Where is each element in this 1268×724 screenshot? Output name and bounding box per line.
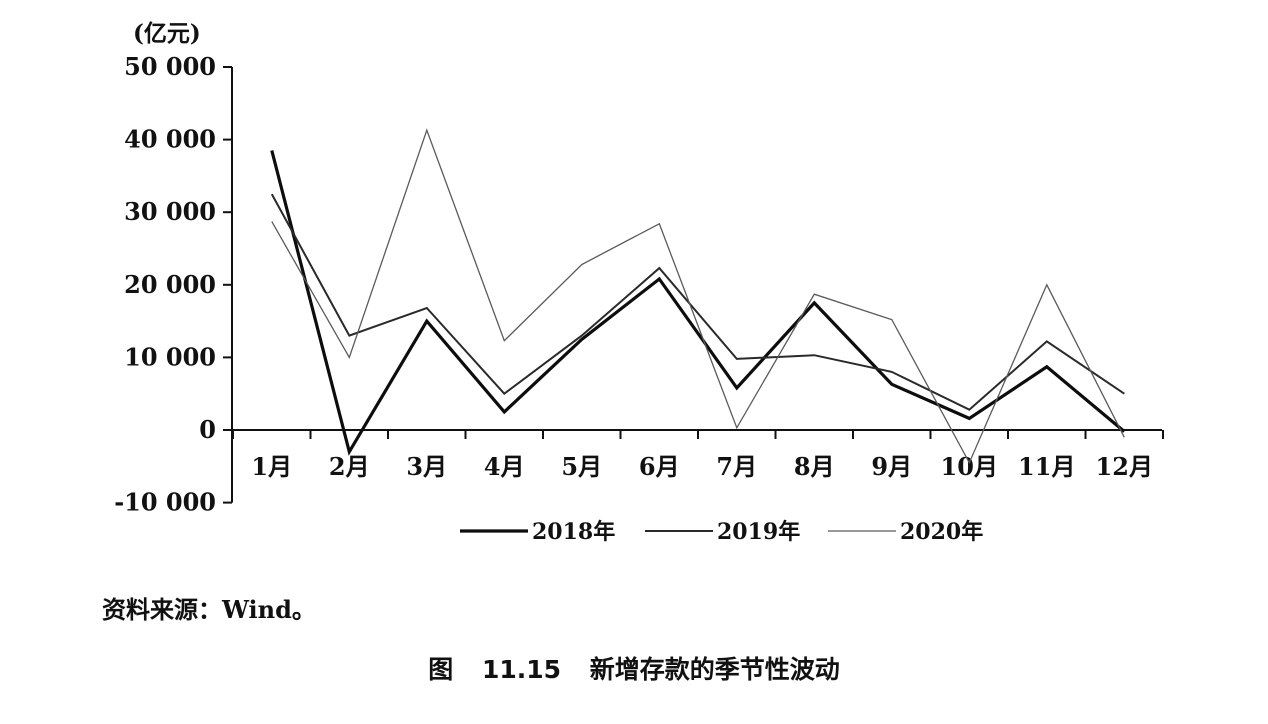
series-line-2018年 (270, 150, 1126, 456)
y-tick-label: 10 000 (124, 342, 216, 371)
x-tick-label: 5月 (561, 452, 602, 481)
series-line-2019年 (270, 193, 1125, 411)
y-tick-label: -10 000 (114, 488, 216, 517)
series-lines (270, 128, 1126, 465)
x-tick-label: 4月 (484, 452, 525, 481)
y-tick-label: 20 000 (124, 270, 216, 299)
legend-label: 2019年 (717, 519, 800, 545)
series-line-2020年 (271, 128, 1125, 465)
x-tick-label: 9月 (871, 452, 912, 481)
y-tick-label: 30 000 (124, 197, 216, 226)
legend-label: 2018年 (532, 519, 615, 545)
x-tick-label: 8月 (794, 452, 835, 481)
x-tick-label: 1月 (251, 452, 292, 481)
y-tick-label: 50 000 (124, 52, 216, 81)
y-tick-label: 40 000 (124, 125, 216, 154)
line-chart: (亿元) 50 000 40 000 30 000 20 000 10 000 0 -10 … (114, 20, 1164, 545)
figure-caption: 图 11.15 新增存款的季节性波动 (428, 655, 840, 684)
x-tick-label: 2月 (329, 452, 370, 481)
x-tick-label: 3月 (406, 452, 447, 481)
legend: 2018年 2019年 2020年 (460, 519, 983, 545)
x-tick-label: 6月 (639, 452, 680, 481)
y-axis-unit-label: (亿元) (133, 20, 201, 47)
source-note: 资料来源：Wind。 (102, 595, 316, 624)
x-tick-label: 7月 (716, 452, 757, 481)
x-tick-label: 12月 (1096, 452, 1153, 481)
legend-label: 2020年 (900, 519, 983, 545)
x-axis: 1月 2月 3月 4月 5月 6月 7月 8月 9月 10月 11月 12月 (232, 429, 1164, 481)
x-tick-label: 11月 (1018, 452, 1075, 481)
x-tick-label: 10月 (941, 452, 998, 481)
y-axis: 50 000 40 000 30 000 20 000 10 000 0 -10 000 (114, 52, 233, 517)
y-tick-label: 0 (199, 415, 216, 444)
